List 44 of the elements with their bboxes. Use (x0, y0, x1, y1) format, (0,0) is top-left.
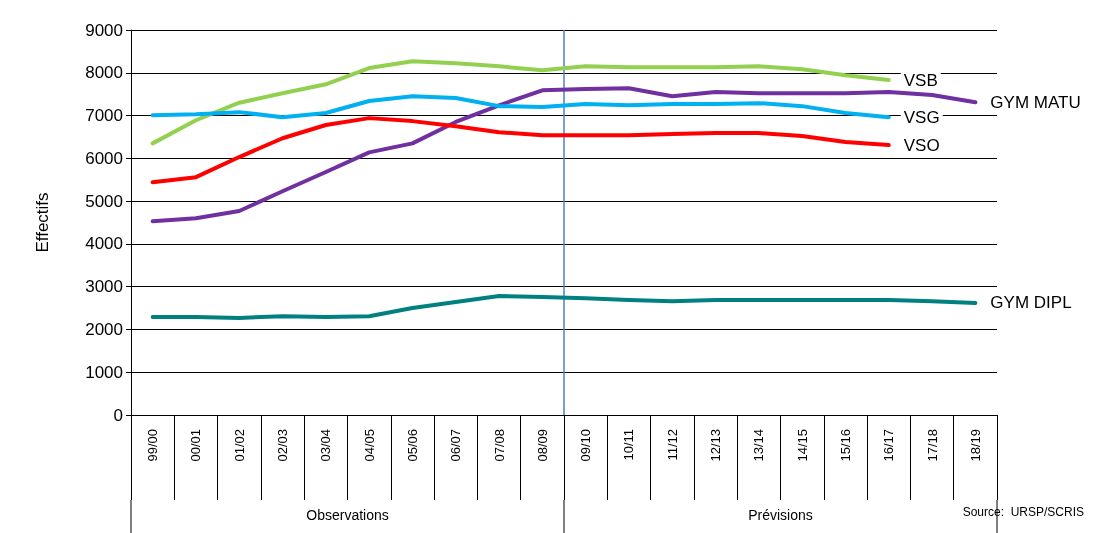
text: Observations (306, 507, 389, 523)
y-tick-label: 4000 (85, 234, 123, 254)
x-tick-label: 06/07 (448, 429, 464, 462)
series-label: GYM DIPL (990, 293, 1072, 313)
line-series (150, 116, 891, 185)
series-label: VSG (903, 107, 940, 127)
x-tick-label: 13/14 (751, 429, 767, 462)
y-tick-label: 7000 (85, 106, 123, 126)
y-tick-label: 0 (113, 405, 123, 425)
series-label: GYM MATU (990, 92, 1081, 112)
x-tick-label: 15/16 (837, 429, 853, 462)
y-tick-label: 2000 (85, 319, 123, 339)
x-tick-label: 00/01 (188, 429, 204, 462)
x-tick-label: 05/06 (404, 429, 420, 462)
x-tick-label: 04/05 (361, 429, 377, 462)
x-tick-label: 99/00 (145, 429, 161, 462)
y-tick-label: 8000 (85, 63, 123, 83)
x-tick-label: 01/02 (231, 429, 247, 462)
x-tick-label: 03/04 (318, 429, 334, 462)
x-tick-label: 09/10 (578, 429, 594, 462)
x-tick-label: 12/13 (708, 429, 724, 462)
y-tick-label: 9000 (85, 20, 123, 40)
x-tick-label: 16/17 (881, 429, 897, 462)
x-tick-label: 08/09 (534, 429, 550, 462)
x-tick-label: 17/18 (924, 429, 940, 462)
line-series (150, 94, 891, 120)
x-tick-label: 18/19 (967, 429, 983, 462)
source-note: Source: URSP/SCRIS (962, 505, 1084, 519)
y-tick-label: 1000 (85, 362, 123, 382)
y-tick-label: 3000 (85, 277, 123, 297)
y-axis-title: Effectifs (33, 192, 52, 253)
text: Prévisions (748, 507, 813, 523)
line-series (150, 294, 978, 320)
x-tick-label: 14/15 (794, 429, 810, 462)
x-tick-label: 02/03 (275, 429, 291, 462)
line-series (150, 86, 978, 224)
x-tick-label: 11/12 (664, 429, 680, 461)
x-tick-label: 07/08 (491, 429, 507, 462)
y-tick-label: 5000 (85, 191, 123, 211)
series-label: VSB (903, 70, 938, 90)
series-label: VSO (903, 135, 940, 155)
line-series (150, 59, 891, 146)
y-tick-label: 6000 (85, 148, 123, 168)
x-tick-label: 10/11 (621, 429, 637, 461)
